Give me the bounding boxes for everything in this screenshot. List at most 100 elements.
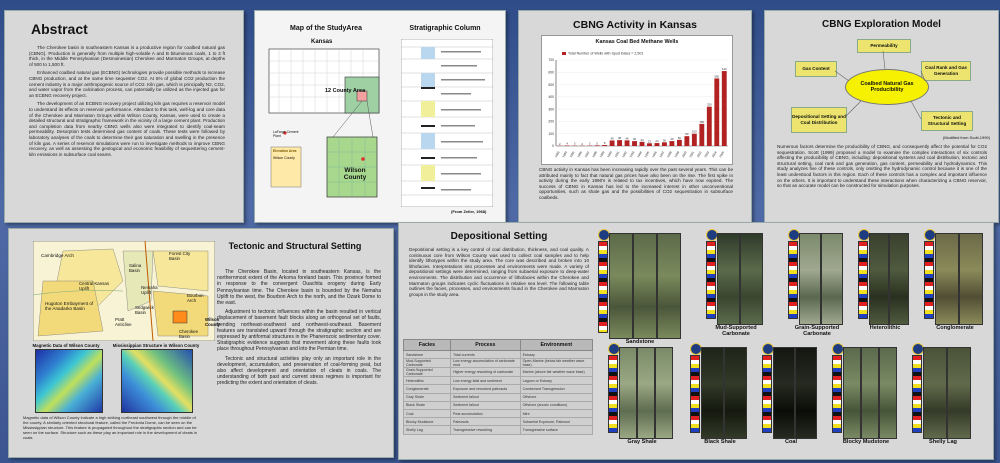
bar-value-label: 320 <box>707 103 712 107</box>
y-tick-label: 300 <box>548 107 554 111</box>
core-sample-label: Sandstone <box>625 339 655 345</box>
producibility-oval: Coalbed Natural Gas Producibility <box>845 69 929 105</box>
depositional-box: Depositional Setting and Coal Distributi… <box>791 107 847 133</box>
facies-table: Facies Process Environment Sandstone Tidal … <box>403 339 594 435</box>
core-photo <box>637 347 655 439</box>
table-cell: Conglomerate <box>403 384 451 394</box>
tectonic-panel: Cambridge Arch Salina Basin Forest City … <box>8 228 394 458</box>
miss-title: Mississippian Structure in Wilson County <box>112 343 200 348</box>
bar <box>624 140 630 146</box>
label-hugoton: Hugoton Embayment of the Anadarko Basin <box>45 301 94 311</box>
map-title: Map of the StudyArea <box>290 25 362 32</box>
bar-value-label: 5 <box>596 141 598 145</box>
table-cell: Tidal currents <box>450 349 521 360</box>
table-cell: Mud-Supported Carbonate <box>403 358 451 369</box>
x-tick-label: 1984 <box>561 150 568 158</box>
depositional-text: Depositional setting is a key control of… <box>409 247 589 297</box>
x-tick-label: 1998 <box>666 150 673 158</box>
activity-text: CBNG activity in Kansas has been increas… <box>539 167 733 200</box>
y-tick-label: 200 <box>548 120 554 124</box>
core-photo <box>923 347 947 439</box>
core-sample-label: Grain-Supported Carbonate <box>794 325 840 337</box>
chart-title: Kansas Coal Bed Methane Wells <box>595 39 679 45</box>
core-sample-mud-supported-carbonate: Mud-Supported Carbonate <box>705 229 767 341</box>
bar-value-label: 45 <box>611 136 615 140</box>
core-sample-label: Coal <box>784 439 798 445</box>
core-sample-label: Mud-Supported Carbonate <box>715 325 757 337</box>
core-sample-label: Conglomerate <box>936 325 974 331</box>
depositional-title: Depositional Setting <box>450 231 548 242</box>
table-cell: Exposure and reworked paleosols <box>450 384 521 394</box>
wells-bar-chart: 0 100 200 300 400 500 600 700 Total Number of We… <box>548 52 728 158</box>
stratigraphic-column <box>401 39 493 207</box>
x-tick-label: 1992 <box>621 150 628 158</box>
mississippian-map <box>121 349 193 413</box>
tectonic-paragraph-2: Adjustment to tectonic influences within… <box>217 309 381 353</box>
bar <box>602 145 608 146</box>
table-row: Heterolithic Low energy tidal and sedimen… <box>403 376 594 386</box>
table-cell: Peat accumulation <box>450 408 521 419</box>
table-row: Coal Peat accumulation Mire <box>403 408 594 419</box>
y-tick-label: 700 <box>548 58 554 62</box>
core-sample-conglomerate: Conglomerate <box>923 229 987 341</box>
core-photo <box>843 347 861 439</box>
core-sample-shelly-lag: Shelly Lag <box>911 343 975 455</box>
core-photo <box>633 233 657 339</box>
core-photo <box>657 233 681 339</box>
table-cell: Paleosols <box>450 417 521 427</box>
core-photo <box>947 347 971 439</box>
core-sample-label: Gray Shale <box>627 439 657 445</box>
bar <box>639 141 645 146</box>
exploration-model-panel: CBNG Exploration Model Permeability Gas … <box>764 10 999 223</box>
x-tick-label: 1999 <box>673 150 680 158</box>
coal-rank-box: Coal Rank and Gas Generation <box>921 61 971 81</box>
core-photo <box>740 233 763 325</box>
bar <box>706 106 712 146</box>
bar <box>632 141 637 146</box>
color-scale-bar <box>788 241 798 319</box>
x-tick-label: 1991 <box>614 150 621 158</box>
table-row: Sandstone Tidal currents Estuary <box>403 349 594 360</box>
bar <box>684 136 690 146</box>
table-row: Gray Shale Sediment fallout Offshore <box>403 392 594 402</box>
core-sample-label: Shelly Lag <box>929 439 957 445</box>
bar <box>647 143 652 146</box>
bar <box>609 140 615 146</box>
x-tick-label: 1985 <box>569 150 576 158</box>
table-cell: Open-Marine (below fair weather wave bas… <box>519 358 594 369</box>
abstract-paragraph-3: The development of an ECBNG recovery pro… <box>29 101 225 157</box>
x-tick-label: 1994 <box>636 150 643 158</box>
color-scale-bar <box>924 241 934 319</box>
x-tick-label: 2001 <box>688 150 695 158</box>
x-tick-label: 1986 <box>576 150 583 158</box>
table-cell: Subaerial Exposure, Paleosol <box>519 417 594 427</box>
label-cambridge-arch: Cambridge Arch <box>41 253 74 258</box>
core-photo <box>935 233 959 325</box>
color-scale-bar <box>832 355 842 433</box>
table-cell: Transgressive reworking <box>450 425 521 435</box>
tectonic-text: The Cherokee Basin, located in southeast… <box>217 269 381 390</box>
x-tick-label: 1996 <box>651 150 658 158</box>
core-photo <box>869 233 889 325</box>
bar <box>662 142 667 146</box>
x-tick-label: 1990 <box>606 150 613 158</box>
bar-value-label: 22 <box>648 139 652 143</box>
county-area-label: 12 County Area <box>325 88 366 94</box>
color-scale-bar <box>858 241 868 319</box>
abstract-paragraph-1: The Cherokee basin in southeastern Kansa… <box>29 45 225 67</box>
core-photo <box>619 347 637 439</box>
core-photo <box>879 347 897 439</box>
core-sample-label: Blocky Mudstone <box>842 439 890 445</box>
core-photo <box>821 233 843 325</box>
table-cell: Mire <box>519 408 594 419</box>
bar <box>594 145 600 146</box>
table-cell: Low energy accumulation of carbonate mud <box>450 358 521 369</box>
label-wilson-county: Wilson County <box>205 317 221 327</box>
color-scale-bar <box>598 241 608 333</box>
core-photo <box>861 347 879 439</box>
bar-value-label: 34 <box>640 138 644 142</box>
tectonic-box: Tectonic and Structural Setting <box>921 111 973 131</box>
core-photo <box>724 347 747 439</box>
color-scale-bar <box>608 355 618 433</box>
